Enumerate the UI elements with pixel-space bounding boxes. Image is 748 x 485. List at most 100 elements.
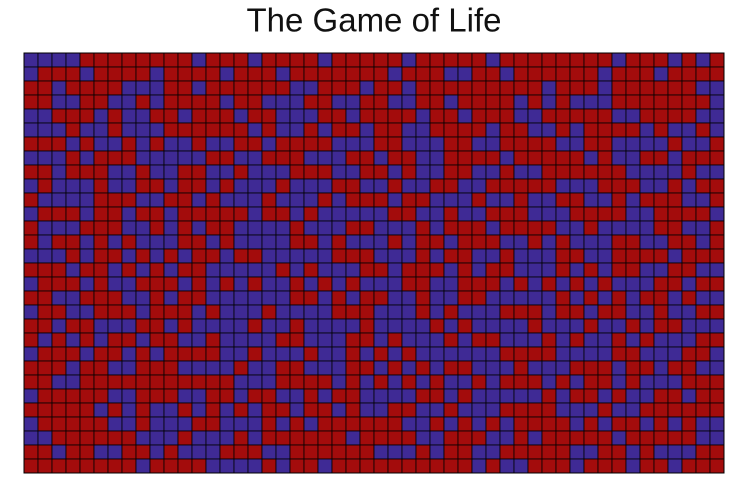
cell[interactable] — [177, 276, 193, 292]
cell[interactable] — [247, 150, 263, 166]
cell[interactable] — [583, 430, 599, 446]
cell[interactable] — [457, 458, 473, 474]
cell[interactable] — [443, 206, 459, 222]
cell[interactable] — [681, 262, 697, 278]
cell[interactable] — [51, 318, 67, 334]
cell[interactable] — [317, 374, 333, 390]
cell[interactable] — [233, 52, 249, 68]
cell[interactable] — [583, 178, 599, 194]
cell[interactable] — [611, 276, 627, 292]
cell[interactable] — [527, 94, 543, 110]
cell[interactable] — [177, 178, 193, 194]
cell[interactable] — [191, 262, 207, 278]
cell[interactable] — [695, 402, 711, 418]
cell[interactable] — [457, 248, 473, 264]
cell[interactable] — [121, 304, 137, 320]
cell[interactable] — [471, 52, 487, 68]
cell[interactable] — [191, 66, 207, 82]
cell[interactable] — [121, 108, 137, 124]
cell[interactable] — [681, 304, 697, 320]
cell[interactable] — [219, 122, 235, 138]
cell[interactable] — [261, 304, 277, 320]
cell[interactable] — [79, 220, 95, 236]
cell[interactable] — [513, 108, 529, 124]
cell[interactable] — [317, 346, 333, 362]
cell[interactable] — [79, 318, 95, 334]
cell[interactable] — [611, 444, 627, 460]
cell[interactable] — [653, 66, 669, 82]
cell[interactable] — [471, 178, 487, 194]
cell[interactable] — [37, 192, 53, 208]
cell[interactable] — [709, 276, 725, 292]
cell[interactable] — [681, 416, 697, 432]
cell[interactable] — [247, 290, 263, 306]
cell[interactable] — [163, 262, 179, 278]
cell[interactable] — [471, 388, 487, 404]
cell[interactable] — [149, 290, 165, 306]
cell[interactable] — [639, 66, 655, 82]
cell[interactable] — [611, 108, 627, 124]
cell[interactable] — [625, 276, 641, 292]
cell[interactable] — [177, 402, 193, 418]
cell[interactable] — [331, 276, 347, 292]
cell[interactable] — [527, 248, 543, 264]
cell[interactable] — [317, 430, 333, 446]
cell[interactable] — [121, 66, 137, 82]
cell[interactable] — [317, 248, 333, 264]
cell[interactable] — [681, 402, 697, 418]
cell[interactable] — [527, 108, 543, 124]
cell[interactable] — [597, 444, 613, 460]
cell[interactable] — [247, 430, 263, 446]
cell[interactable] — [639, 262, 655, 278]
cell[interactable] — [79, 304, 95, 320]
cell[interactable] — [233, 416, 249, 432]
cell[interactable] — [471, 444, 487, 460]
cell[interactable] — [415, 164, 431, 180]
cell[interactable] — [471, 332, 487, 348]
cell[interactable] — [583, 192, 599, 208]
cell[interactable] — [275, 360, 291, 376]
cell[interactable] — [569, 150, 585, 166]
cell[interactable] — [443, 360, 459, 376]
cell[interactable] — [387, 318, 403, 334]
cell[interactable] — [625, 304, 641, 320]
cell[interactable] — [37, 150, 53, 166]
cell[interactable] — [219, 276, 235, 292]
cell[interactable] — [373, 332, 389, 348]
cell[interactable] — [233, 318, 249, 334]
cell[interactable] — [261, 360, 277, 376]
cell[interactable] — [233, 346, 249, 362]
cell[interactable] — [611, 52, 627, 68]
cell[interactable] — [163, 346, 179, 362]
cell[interactable] — [457, 402, 473, 418]
cell[interactable] — [695, 262, 711, 278]
cell[interactable] — [527, 234, 543, 250]
cell[interactable] — [275, 262, 291, 278]
cell[interactable] — [583, 332, 599, 348]
cell[interactable] — [37, 262, 53, 278]
cell[interactable] — [485, 290, 501, 306]
cell[interactable] — [457, 430, 473, 446]
cell[interactable] — [429, 220, 445, 236]
cell[interactable] — [219, 150, 235, 166]
cell[interactable] — [415, 290, 431, 306]
cell[interactable] — [485, 318, 501, 334]
cell[interactable] — [415, 192, 431, 208]
cell[interactable] — [387, 458, 403, 474]
cell[interactable] — [135, 304, 151, 320]
cell[interactable] — [191, 374, 207, 390]
cell[interactable] — [93, 136, 109, 152]
cell[interactable] — [681, 66, 697, 82]
cell[interactable] — [639, 80, 655, 96]
cell[interactable] — [527, 150, 543, 166]
cell[interactable] — [667, 388, 683, 404]
cell[interactable] — [79, 122, 95, 138]
cell[interactable] — [513, 458, 529, 474]
cell[interactable] — [37, 318, 53, 334]
cell[interactable] — [583, 122, 599, 138]
cell[interactable] — [373, 192, 389, 208]
cell[interactable] — [709, 150, 725, 166]
cell[interactable] — [275, 318, 291, 334]
cell[interactable] — [345, 360, 361, 376]
cell[interactable] — [695, 178, 711, 194]
